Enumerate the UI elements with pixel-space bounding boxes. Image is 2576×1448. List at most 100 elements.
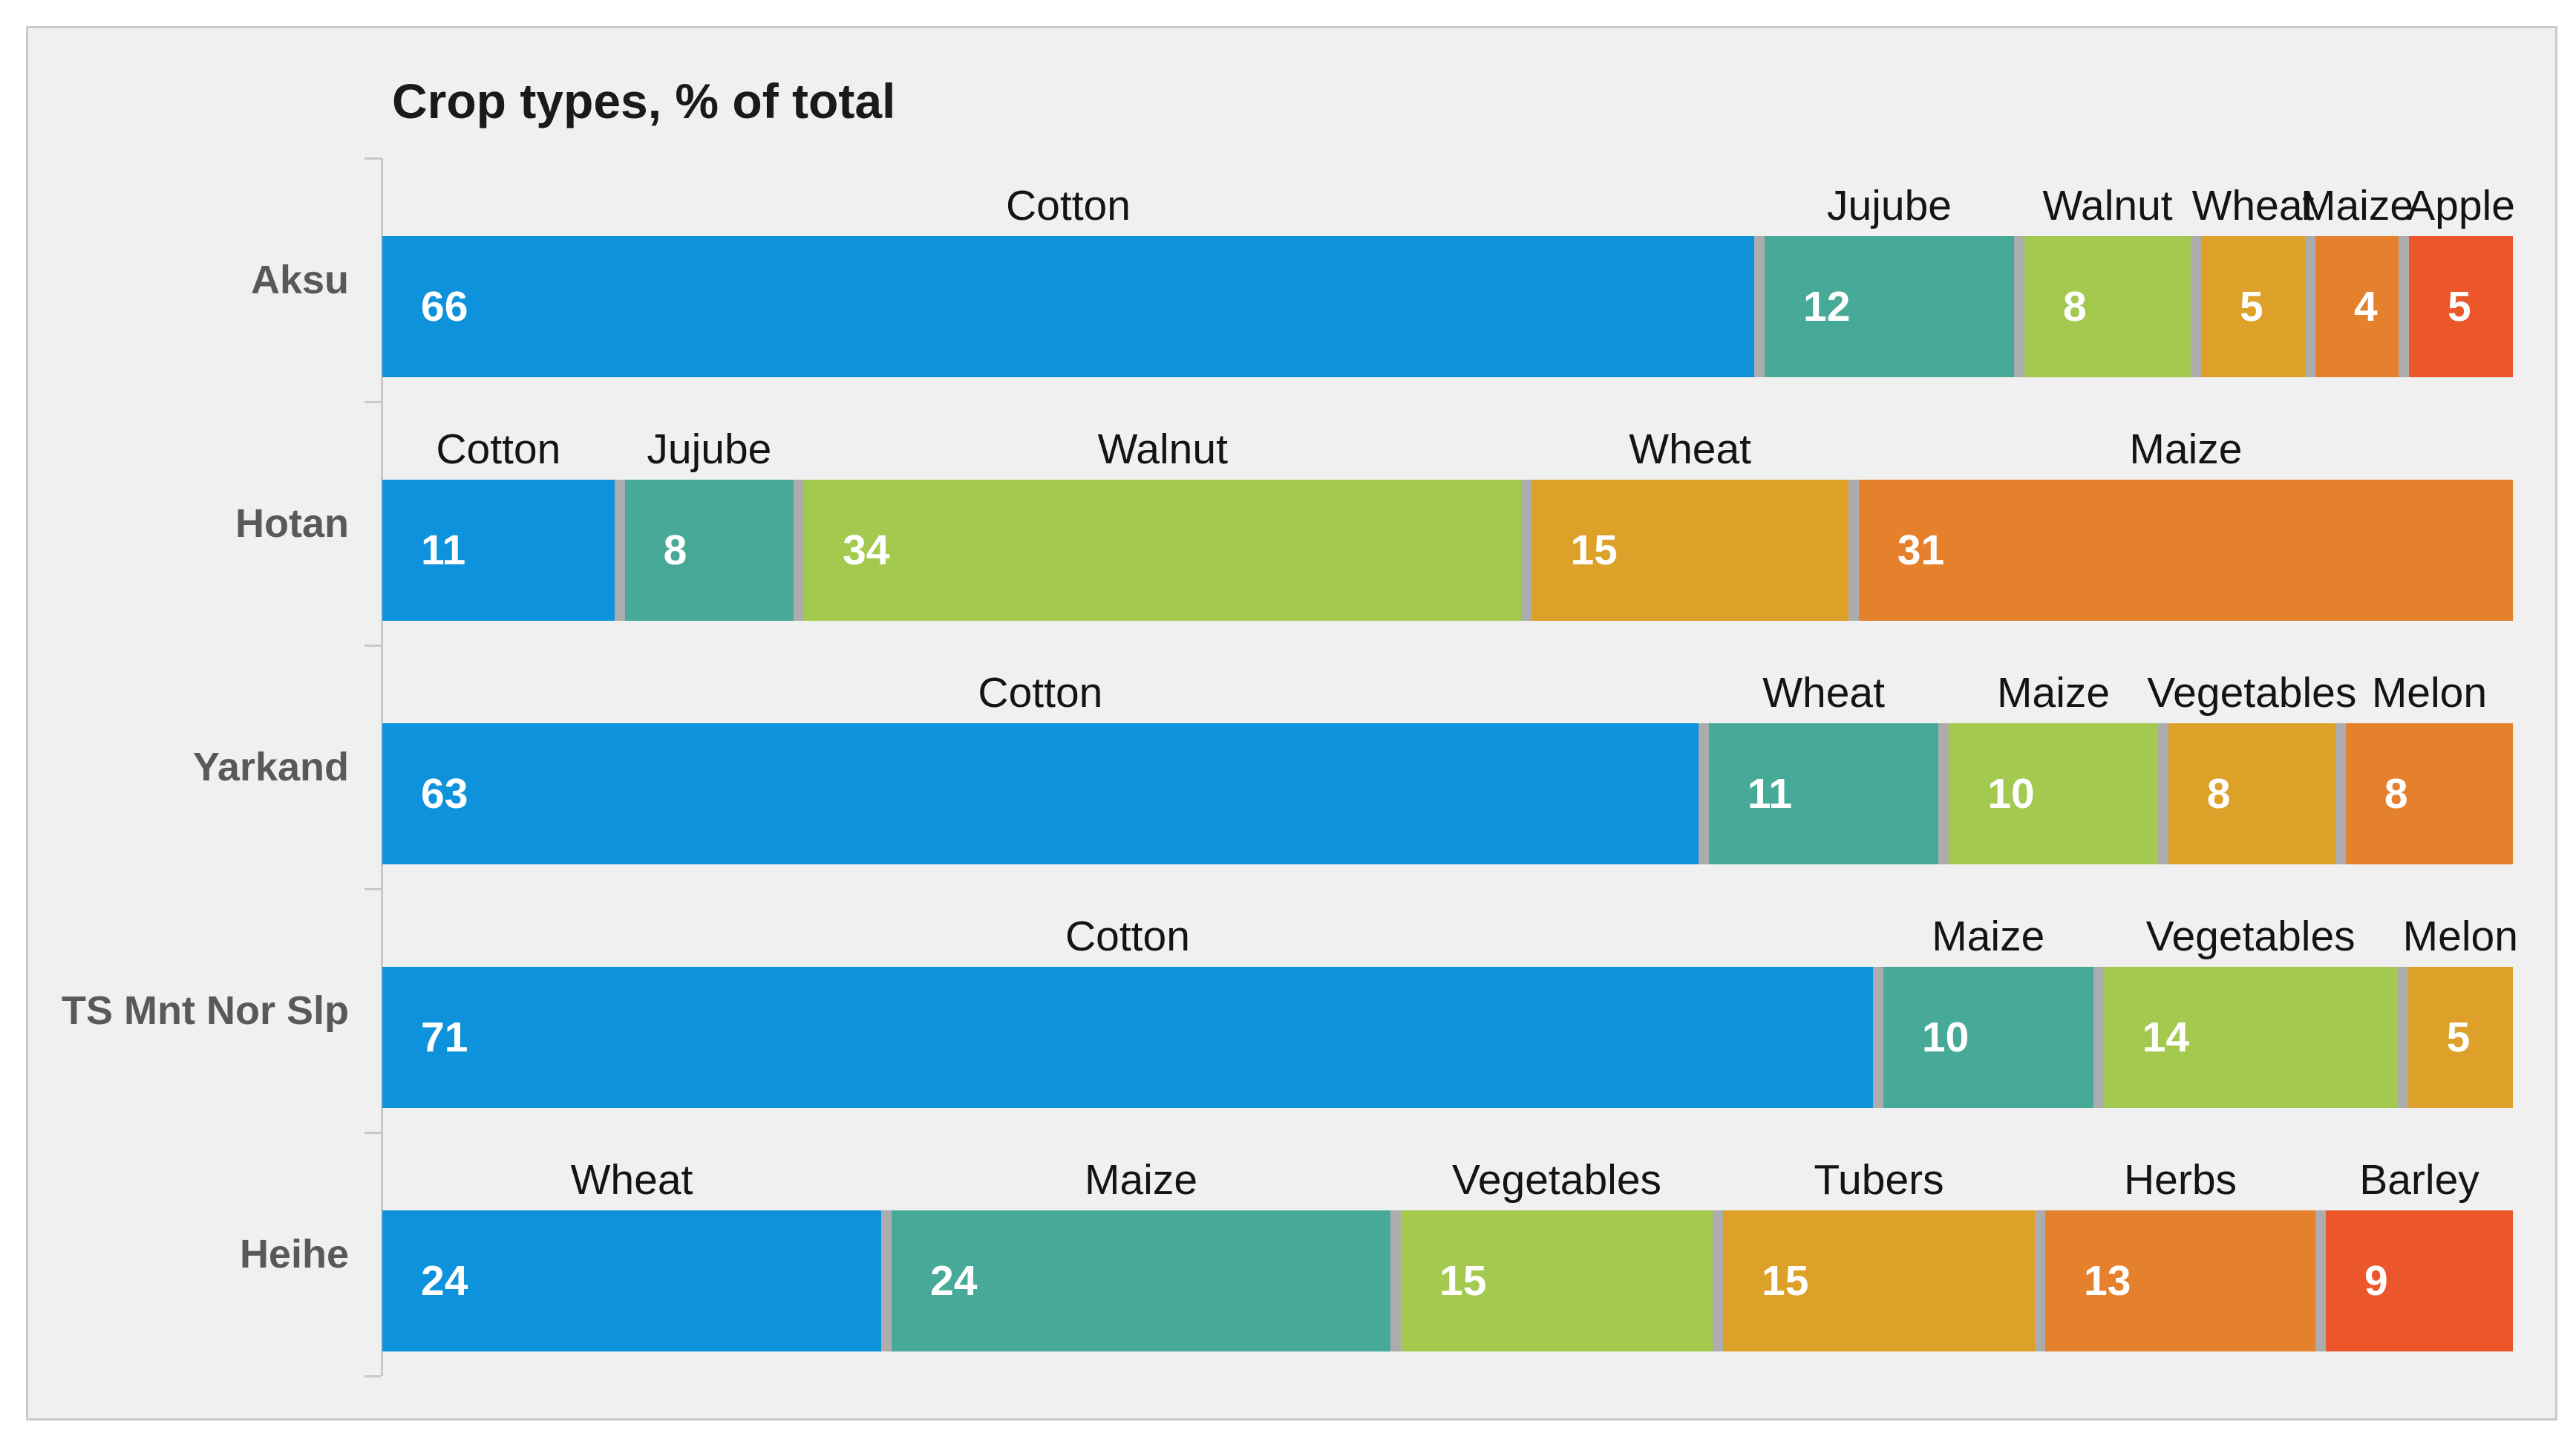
segment-value-label: 24: [421, 1256, 468, 1305]
bar-segment: 14: [2103, 967, 2398, 1108]
bar-segment: 24: [892, 1210, 1390, 1351]
segment-name-cell: Maize: [1949, 672, 2157, 714]
segment-name-cell: Maize: [2301, 185, 2413, 227]
segment-name-label: Wheat: [2191, 182, 2315, 229]
segment-name-cell: Cotton: [382, 428, 615, 471]
bar-segment: 10: [1883, 967, 2093, 1108]
segment-value-label: 34: [843, 526, 890, 574]
segment-value-label: 8: [663, 526, 687, 574]
chart-row: Aksu Cotton Jujube Walnut Wheat Maize Apple 66 1…: [28, 158, 2517, 402]
axis-tick: [365, 400, 381, 403]
segment-name-cell: Walnut: [804, 428, 1521, 471]
segment-value-label: 15: [1439, 1256, 1487, 1305]
segment-name-cell: Vegetables: [1401, 1159, 1713, 1201]
segment-value-label: 24: [930, 1256, 978, 1305]
segment-value-label: 9: [2364, 1256, 2388, 1305]
segment-name-cell: Vegetables: [2104, 916, 2398, 958]
segment-value-label: 14: [2142, 1013, 2190, 1061]
segment-value-label: 66: [421, 282, 468, 330]
chart-frame: Crop types, % of total Aksu Cotton Jujube W…: [26, 26, 2557, 1421]
segment-value-label: 71: [421, 1013, 468, 1061]
bar-segment: 5: [2409, 236, 2513, 377]
segment-value-label: 5: [2448, 282, 2471, 330]
bar-segment: 8: [2168, 723, 2335, 864]
axis-tick: [365, 1131, 381, 1134]
bar-group: Cotton Wheat Maize Vegetables Melon 63 11 10 8 8: [382, 645, 2514, 889]
segment-name-label: Wheat: [1629, 425, 1752, 473]
segment-value-label: 11: [1747, 769, 1793, 818]
bar-segment: 4: [2315, 236, 2399, 377]
bar-segment: 10: [1949, 723, 2158, 864]
segment-name-cell: Vegetables: [2147, 672, 2356, 714]
bar-segment: 15: [1401, 1210, 1713, 1351]
stacked-bar: 71 10 14 5: [382, 967, 2513, 1108]
bar-segment: 5: [2201, 236, 2305, 377]
segment-name-label: Jujube: [647, 425, 772, 473]
segment-name-row: Cotton Maize Vegetables Melon: [382, 913, 2518, 967]
category-axis-line: [365, 157, 383, 1377]
category-label: TS Mnt Nor Slp: [62, 988, 349, 1033]
bar-segment: 15: [1531, 480, 1848, 621]
segment-name-label: Wheat: [570, 1156, 693, 1204]
plot-rows: Aksu Cotton Jujube Walnut Wheat Maize Apple 66 1…: [28, 158, 2518, 1376]
category-label: Aksu: [250, 258, 349, 302]
axis-tick: [365, 1374, 381, 1377]
bar-segment: 34: [804, 480, 1522, 621]
segment-name-label: Melon: [2371, 669, 2488, 717]
bar-segment: 31: [1858, 480, 2513, 621]
segment-name-cell: Herbs: [2045, 1159, 2315, 1201]
segment-name-label: Maize: [1932, 913, 2045, 960]
segment-name-label: Vegetables: [1451, 1156, 1662, 1204]
chart-row: Yarkand Cotton Wheat Maize Vegetables Melon 63…: [28, 645, 2517, 889]
segment-name-cell: Barley: [2326, 1159, 2513, 1201]
chart-title: Crop types, % of total: [392, 74, 896, 128]
category-label: Yarkand: [192, 745, 349, 789]
segment-name-cell: Cotton: [382, 916, 1873, 958]
bar-segment: 8: [624, 480, 794, 621]
segment-name-label: Walnut: [1097, 425, 1228, 473]
segment-value-label: 11: [421, 526, 466, 574]
segment-value-label: 13: [2084, 1256, 2131, 1305]
segment-name-label: Maize: [1084, 1156, 1198, 1204]
segment-name-label: Maize: [1997, 669, 2111, 717]
segment-name-cell: Melon: [2403, 916, 2518, 958]
segment-value-label: 4: [2354, 282, 2378, 330]
segment-name-cell: Tubers: [1723, 1159, 2035, 1201]
axis-tick: [365, 887, 381, 890]
bar-segment: 9: [2326, 1210, 2513, 1351]
segment-name-cell: Maize: [1883, 916, 2093, 958]
bar-segment: 8: [2024, 236, 2191, 377]
segment-name-label: Cotton: [436, 425, 561, 473]
segment-name-cell: Maize: [1859, 428, 2513, 471]
segment-name-cell: Wheat: [2192, 185, 2315, 227]
segment-name-label: Cotton: [1065, 913, 1190, 960]
stacked-bar: 24 24 15 15 13 9: [382, 1210, 2513, 1351]
bar-group: Cotton Jujube Walnut Wheat Maize 11 8 34 15 31: [382, 402, 2513, 645]
segment-name-cell: Wheat: [1531, 428, 1848, 471]
bar-segment: 12: [1765, 236, 2014, 377]
bar-group: Cotton Jujube Walnut Wheat Maize Apple 66 12 8 5 4…: [382, 158, 2515, 402]
segment-name-cell: Melon: [2346, 672, 2513, 714]
segment-name-label: Vegetables: [2145, 913, 2356, 960]
segment-name-label: Maize: [2129, 425, 2243, 473]
segment-value-label: 15: [1762, 1256, 1809, 1305]
segment-name-label: Melon: [2402, 913, 2518, 960]
bar-segment: 11: [1708, 723, 1939, 864]
segment-name-cell: Cotton: [382, 672, 1699, 714]
bar-segment: 11: [382, 480, 615, 621]
segment-value-label: 5: [2240, 282, 2263, 330]
segment-value-label: 10: [1921, 1013, 1969, 1061]
segment-value-label: 10: [1987, 769, 2035, 818]
bar-segment: 8: [2345, 723, 2514, 864]
segment-name-label: Maize: [2300, 182, 2414, 229]
segment-name-label: Cotton: [1006, 182, 1131, 229]
segment-name-cell: Wheat: [1709, 672, 1939, 714]
segment-value-label: 5: [2446, 1013, 2471, 1061]
bar-segment: 13: [2045, 1210, 2315, 1351]
segment-name-row: Wheat Maize Vegetables Tubers Herbs Barley: [382, 1157, 2513, 1210]
bar-group: Cotton Maize Vegetables Melon 71 10 14 5: [382, 889, 2518, 1132]
segment-name-cell: Apple: [2407, 185, 2515, 227]
segment-name-cell: Maize: [892, 1159, 1390, 1201]
bar-segment: 24: [382, 1210, 881, 1351]
